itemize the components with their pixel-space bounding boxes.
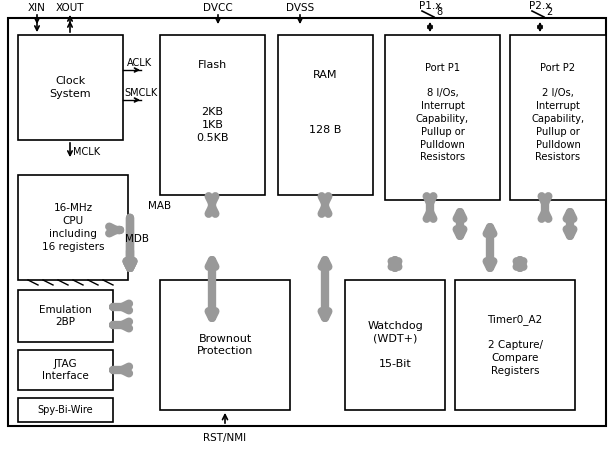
Bar: [160, 280, 290, 410]
Text: Flash: Flash: [198, 60, 227, 70]
Text: Timer0_A2

2 Capture/
Compare
Registers: Timer0_A2 2 Capture/ Compare Registers: [487, 314, 543, 376]
Text: 128 B: 128 B: [309, 125, 342, 135]
Text: JTAG
Interface: JTAG Interface: [42, 359, 89, 381]
Text: P2.x: P2.x: [529, 1, 551, 11]
Text: Brownout
Protection: Brownout Protection: [197, 334, 253, 357]
Text: Port P2

2 I/Os,
Interrupt
Capability,
Pullup or
Pulldown
Resistors: Port P2 2 I/Os, Interrupt Capability, Pu…: [532, 63, 585, 162]
Text: RAM: RAM: [314, 70, 338, 80]
Bar: [18, 175, 128, 280]
Bar: [510, 35, 606, 200]
Bar: [455, 280, 575, 410]
Text: Spy-Bi-Wire: Spy-Bi-Wire: [38, 405, 93, 415]
Text: 16-MHz
CPU
including
16 registers: 16-MHz CPU including 16 registers: [42, 203, 104, 252]
Text: MCLK: MCLK: [73, 147, 100, 157]
Bar: [385, 35, 500, 200]
Text: SMCLK: SMCLK: [124, 88, 157, 98]
Text: Watchdog
(WDT+)

15-Bit: Watchdog (WDT+) 15-Bit: [367, 321, 423, 369]
Bar: [18, 35, 123, 140]
Text: Clock
System: Clock System: [50, 76, 91, 99]
Bar: [18, 290, 113, 342]
Text: Emulation
2BP: Emulation 2BP: [39, 304, 92, 327]
Text: DVSS: DVSS: [286, 3, 314, 13]
Text: XIN: XIN: [28, 3, 46, 13]
Bar: [278, 35, 373, 195]
Bar: [160, 35, 265, 195]
Bar: [18, 398, 113, 422]
Text: P1.x: P1.x: [419, 1, 441, 11]
Text: 2: 2: [546, 7, 553, 17]
Bar: [18, 350, 113, 390]
Text: ACLK: ACLK: [127, 58, 152, 68]
Text: MAB: MAB: [148, 201, 171, 211]
Text: XOUT: XOUT: [56, 3, 84, 13]
Text: 8: 8: [436, 7, 442, 17]
Text: MDB: MDB: [125, 234, 149, 244]
Text: DVCC: DVCC: [203, 3, 233, 13]
Bar: [345, 280, 445, 410]
Text: 2KB
1KB
0.5KB: 2KB 1KB 0.5KB: [197, 107, 229, 143]
Text: RST/NMI: RST/NMI: [203, 433, 246, 443]
Text: Port P1

8 I/Os,
Interrupt
Capability,
Pullup or
Pulldown
Resistors: Port P1 8 I/Os, Interrupt Capability, Pu…: [416, 63, 469, 162]
